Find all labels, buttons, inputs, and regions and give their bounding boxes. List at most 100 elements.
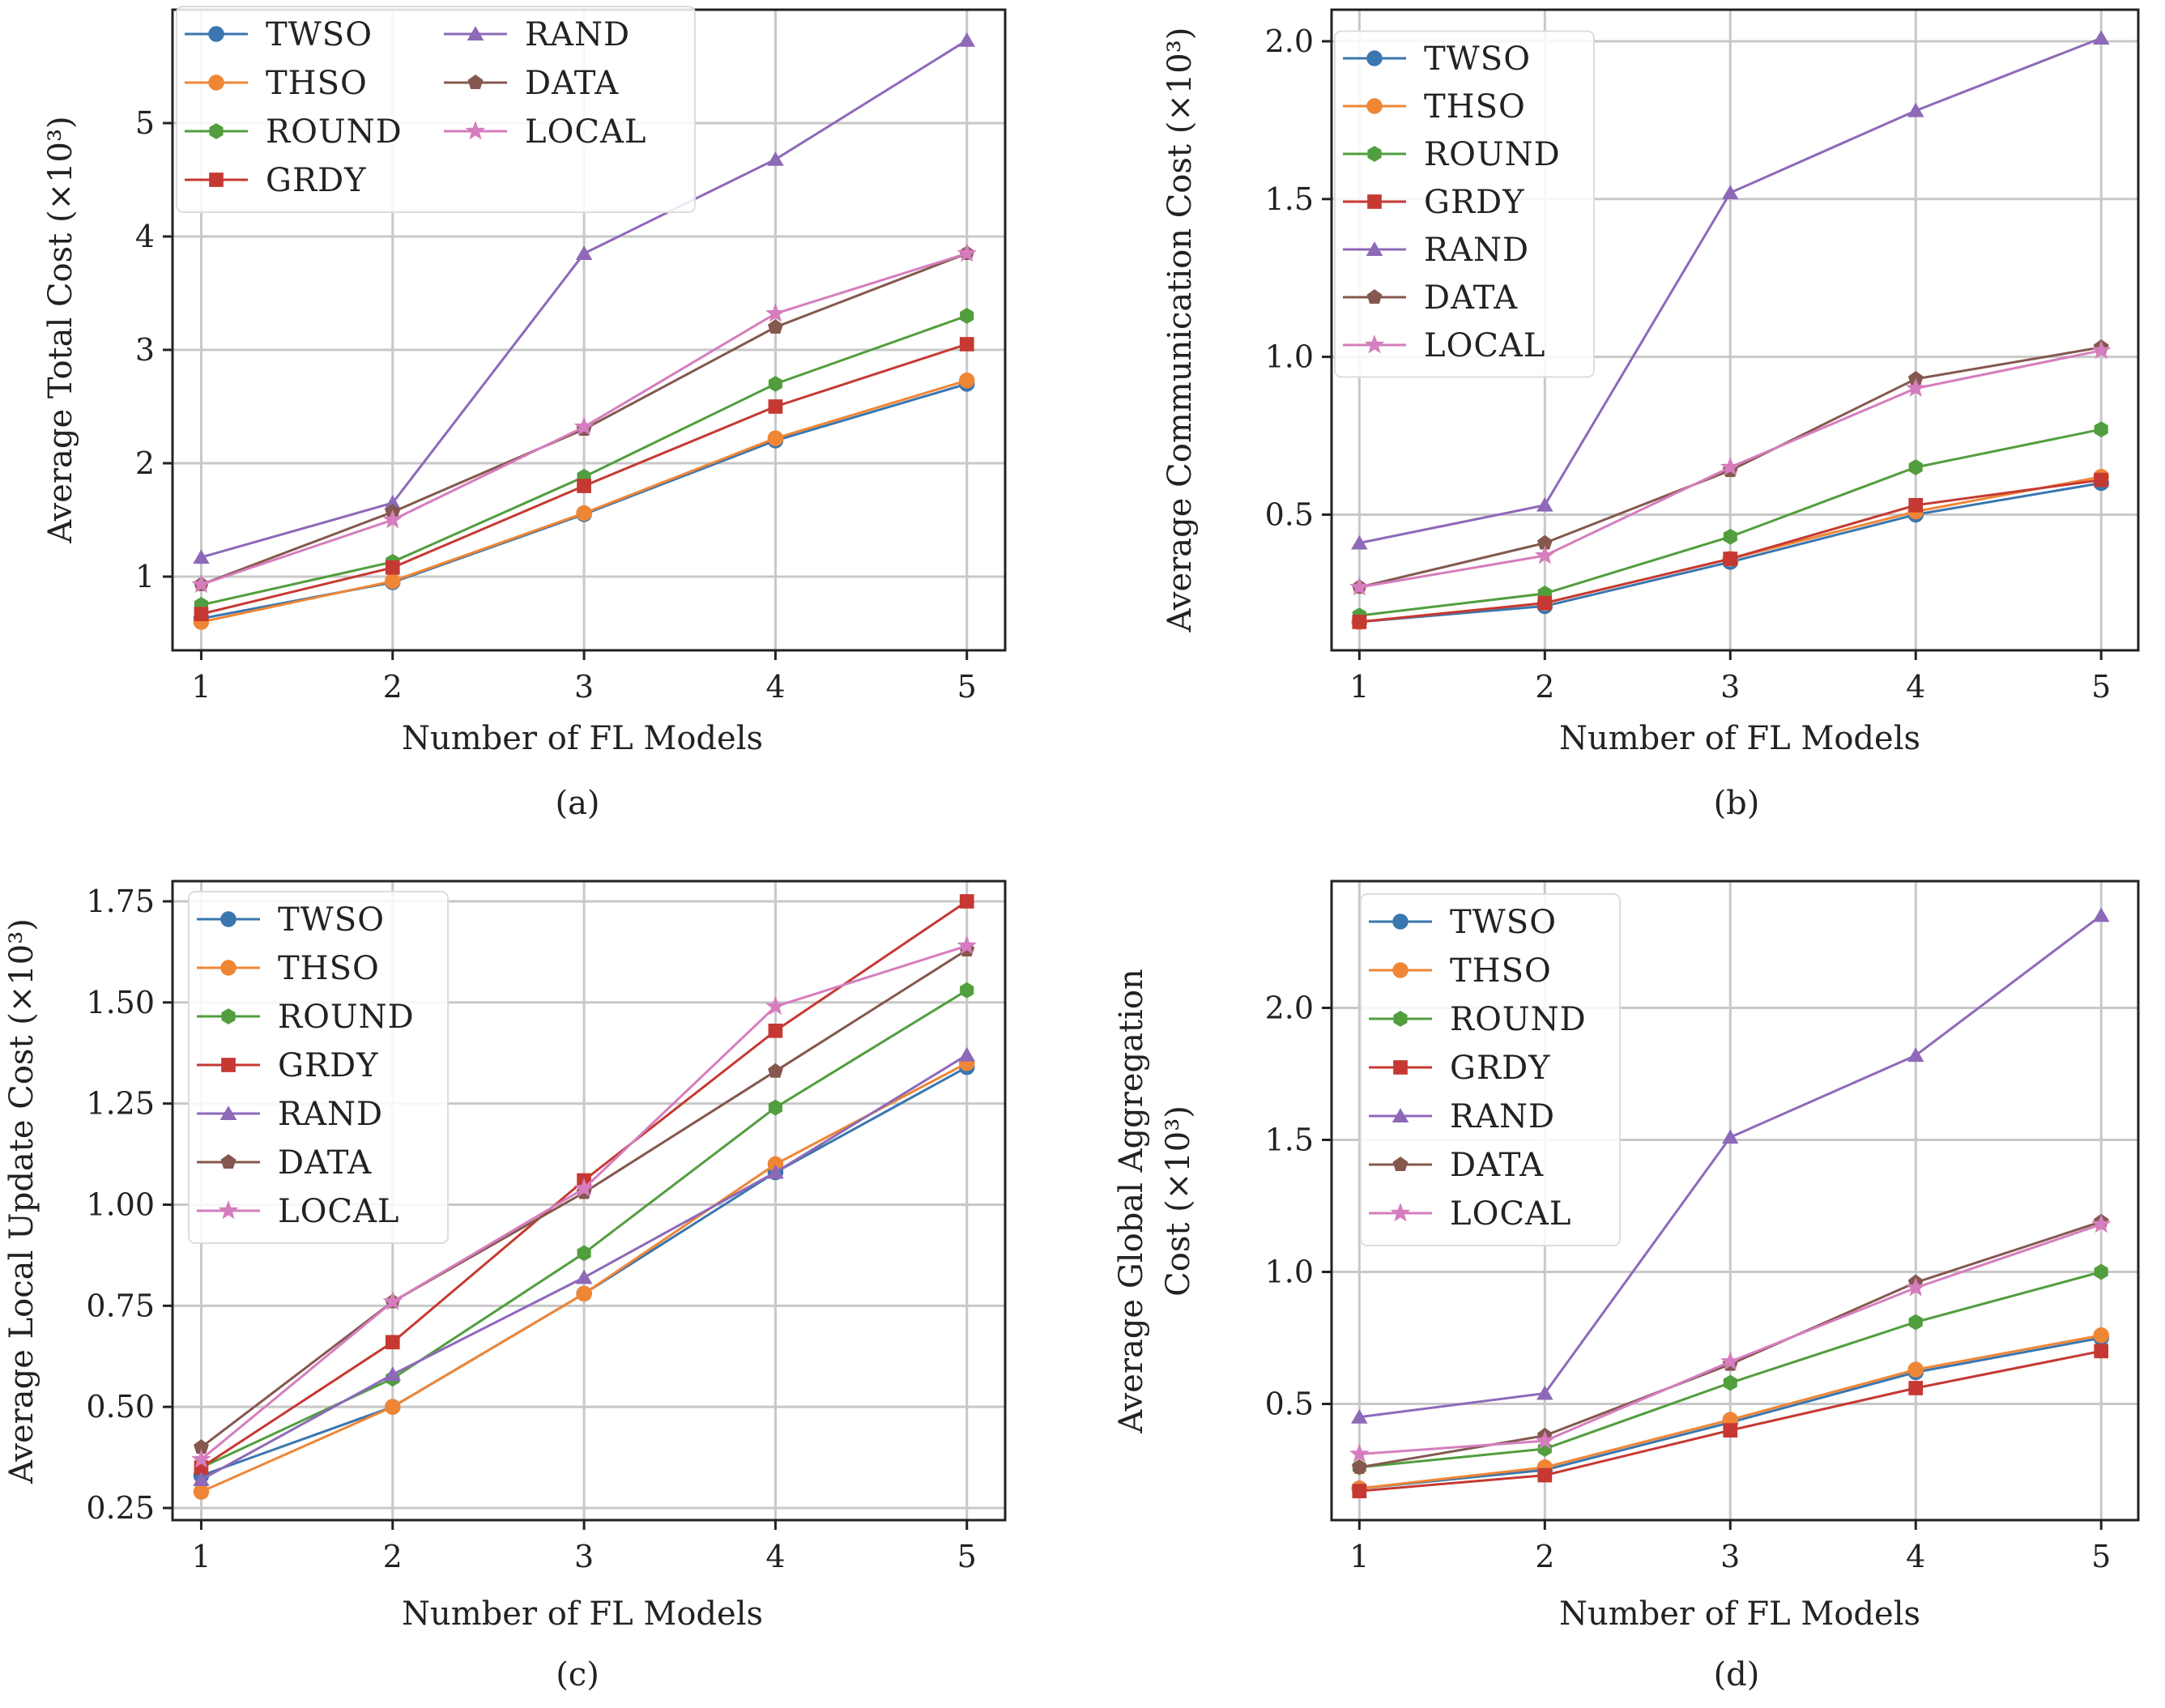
legend-entry-data: DATA — [1369, 1147, 1543, 1184]
data-point-local — [2090, 339, 2112, 360]
data-point-thso — [767, 430, 784, 446]
chart-panel-3: 1 2 3 4 5 0.25 0.50 0.75 1.00 1.25 1.50 1.75 Number … — [3, 880, 1007, 1693]
y-tick-label: 1.0 — [1265, 339, 1314, 375]
data-point-thso — [958, 373, 975, 389]
legend-marker — [208, 26, 224, 42]
data-point-local — [957, 935, 978, 955]
data-point-local — [191, 573, 211, 594]
legend-label: GRDY — [1424, 184, 1525, 221]
legend-marker — [221, 1058, 236, 1072]
legend-entry-round: ROUND — [197, 999, 414, 1036]
y-axis-label: Average Local Update Cost (×10³) — [3, 918, 40, 1484]
data-point-grdy — [577, 479, 591, 493]
series-rand — [1351, 907, 2110, 1424]
y-tick-label: 1.5 — [1265, 1122, 1314, 1158]
data-point-grdy — [959, 894, 974, 909]
legend-box — [176, 6, 696, 213]
legend-entry-local: LOCAL — [197, 1193, 398, 1230]
data-point-grdy — [1723, 552, 1738, 566]
x-tick-label: 3 — [574, 1539, 594, 1574]
data-point-grdy — [959, 337, 974, 351]
x-axis-label: Number of FL Models — [402, 720, 763, 757]
data-point-thso — [385, 573, 401, 590]
legend-marker — [208, 75, 224, 91]
legend: TWSO THSO ROUND GRDY RAND DATA LOCAL — [1360, 893, 1621, 1246]
data-point-rand — [2092, 30, 2110, 45]
legend-box — [1334, 30, 1595, 378]
data-point-local — [382, 509, 403, 529]
y-tick-label: 1.0 — [1265, 1254, 1314, 1290]
legend: TWSO THSO ROUND GRDY RAND DATA LOCAL — [188, 891, 449, 1244]
data-point-data — [768, 1063, 783, 1078]
legend-label: THSO — [1450, 952, 1552, 990]
legend-label: LOCAL — [1450, 1195, 1571, 1233]
y-tick-label: 0.5 — [1265, 1386, 1314, 1422]
data-point-rand — [2092, 907, 2110, 922]
legend-marker — [220, 1154, 237, 1169]
x-tick-label: 4 — [765, 1539, 785, 1574]
x-axis-label: Number of FL Models — [402, 1595, 763, 1633]
legend-entry-rand: RAND — [444, 16, 629, 53]
legend-marker — [218, 1199, 239, 1220]
legend-label: TWSO — [278, 901, 385, 939]
data-point-rand — [958, 32, 975, 47]
data-point-round — [960, 308, 974, 324]
x-tick-label: 5 — [957, 1539, 977, 1574]
legend-marker — [1366, 289, 1383, 305]
legend-label: GRDY — [278, 1047, 379, 1084]
legend-marker — [1367, 194, 1382, 209]
legend-label: ROUND — [266, 113, 403, 151]
y-tick-label: 1 — [135, 559, 155, 594]
legend-marker — [219, 1105, 237, 1120]
data-point-local — [1720, 457, 1741, 476]
data-point-local — [765, 995, 786, 1016]
data-point-grdy — [1537, 1467, 1553, 1483]
x-tick-label: 1 — [191, 1539, 211, 1574]
data-point-rand — [958, 1046, 976, 1062]
panel-caption: (c) — [556, 1656, 599, 1693]
plot-frame — [1330, 8, 2140, 652]
data-point-round — [2094, 421, 2108, 438]
data-point-local — [1905, 1277, 1926, 1297]
legend-label: LOCAL — [1424, 327, 1545, 364]
legend-label: THSO — [278, 950, 380, 987]
legend-marker — [1390, 1202, 1411, 1222]
data-point-rand — [1721, 185, 1739, 199]
x-tick-label: 4 — [1906, 669, 1925, 705]
legend-marker — [1393, 1011, 1408, 1027]
data-point-round — [1908, 459, 1923, 475]
data-point-rand — [384, 1366, 401, 1382]
legend-entry-grdy: GRDY — [1369, 1050, 1550, 1087]
legend-marker — [465, 120, 486, 140]
data-point-rand — [193, 1472, 210, 1486]
legend-entry-twso: TWSO — [1343, 40, 1530, 78]
x-tick-label: 2 — [383, 1539, 403, 1574]
legend-marker — [1366, 98, 1383, 114]
y-tick-label: 2.0 — [1265, 23, 1314, 59]
legend-entry-thso: THSO — [185, 65, 367, 102]
panel-caption: (b) — [1714, 785, 1760, 822]
data-point-thso — [193, 1484, 210, 1500]
x-tick-label: 5 — [2091, 669, 2111, 705]
legend-marker — [1366, 50, 1383, 66]
legend-label: TWSO — [266, 16, 373, 53]
legend-marker — [1367, 146, 1382, 162]
data-point-data — [1351, 1459, 1367, 1474]
legend-marker — [1391, 1108, 1409, 1122]
legend-entry-rand: RAND — [197, 1096, 382, 1133]
series-local — [1349, 339, 2112, 596]
data-point-grdy — [1537, 595, 1553, 611]
data-point-grdy — [1908, 497, 1924, 513]
x-axis-label: Number of FL Models — [1559, 720, 1920, 757]
x-tick-label: 2 — [383, 669, 403, 705]
legend-entry-round: ROUND — [185, 113, 403, 151]
legend-entry-local: LOCAL — [1343, 327, 1545, 364]
data-point-thso — [576, 505, 592, 522]
y-axis-label: Average Communication Cost (×10³) — [1161, 28, 1199, 633]
y-tick-label: 0.5 — [1265, 496, 1314, 532]
data-point-data — [768, 319, 783, 334]
x-tick-label: 3 — [1720, 669, 1740, 705]
data-point-local — [2090, 1213, 2112, 1233]
data-point-thso — [1907, 1361, 1924, 1378]
